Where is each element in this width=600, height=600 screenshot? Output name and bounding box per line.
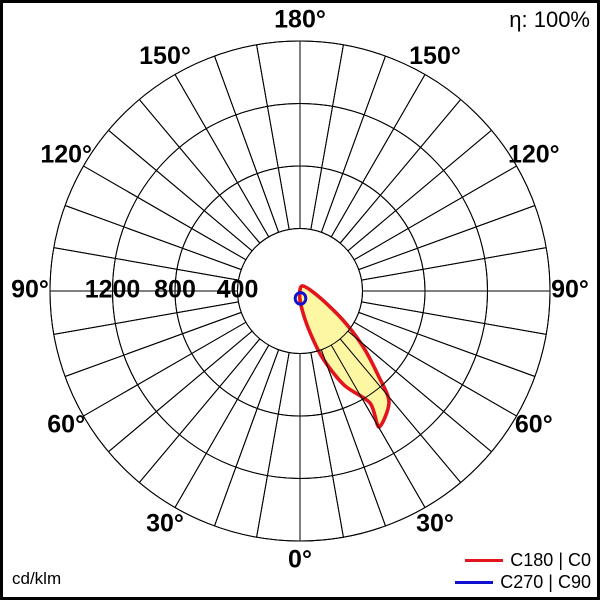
svg-text:90°: 90°	[551, 276, 589, 304]
svg-text:150°: 150°	[409, 42, 461, 70]
svg-text:150°: 150°	[139, 42, 191, 70]
svg-text:180°: 180°	[274, 6, 326, 34]
svg-text:60°: 60°	[515, 411, 553, 439]
svg-text:0°: 0°	[288, 546, 312, 574]
svg-text:90°: 90°	[11, 276, 49, 304]
svg-text:60°: 60°	[47, 411, 85, 439]
svg-text:30°: 30°	[146, 509, 184, 537]
svg-text:30°: 30°	[416, 509, 454, 537]
